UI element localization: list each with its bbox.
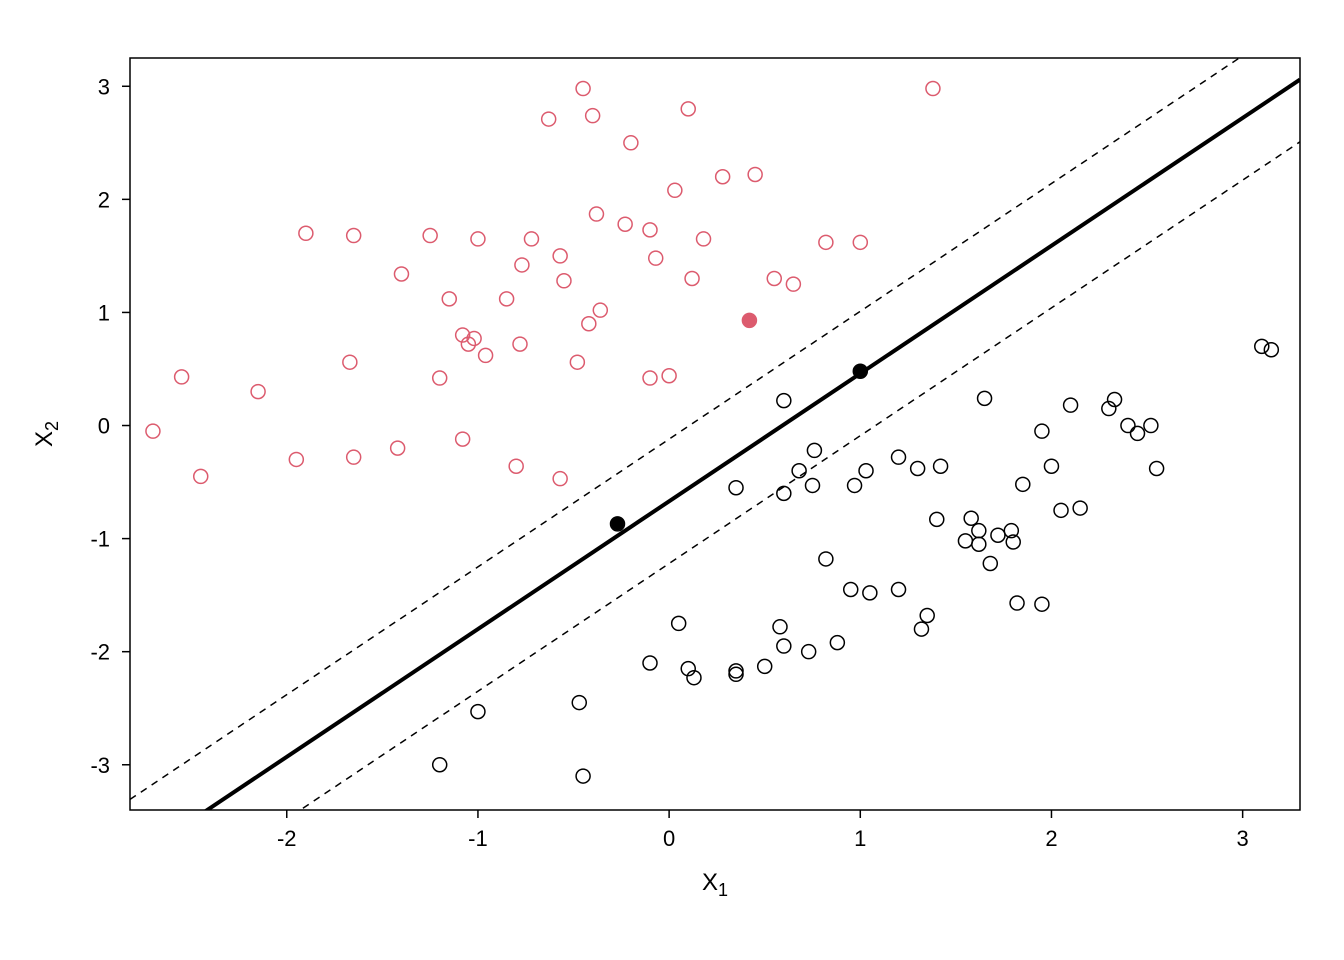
x-tick-label: 0 <box>663 826 675 851</box>
x-tick-label: -2 <box>277 826 297 851</box>
y-tick-label: 1 <box>98 300 110 325</box>
scatter-chart: -2-10123-3-2-10123X1X2 <box>0 0 1344 960</box>
x-tick-label: 1 <box>854 826 866 851</box>
y-tick-label: -1 <box>90 527 110 552</box>
x-tick-label: -1 <box>468 826 488 851</box>
y-tick-label: -3 <box>90 753 110 778</box>
x-tick-label: 2 <box>1045 826 1057 851</box>
x-tick-label: 3 <box>1237 826 1249 851</box>
chart-svg: -2-10123-3-2-10123X1X2 <box>0 0 1344 960</box>
y-tick-label: -2 <box>90 640 110 665</box>
y-tick-label: 0 <box>98 414 110 439</box>
y-tick-label: 3 <box>98 74 110 99</box>
y-tick-label: 2 <box>98 187 110 212</box>
